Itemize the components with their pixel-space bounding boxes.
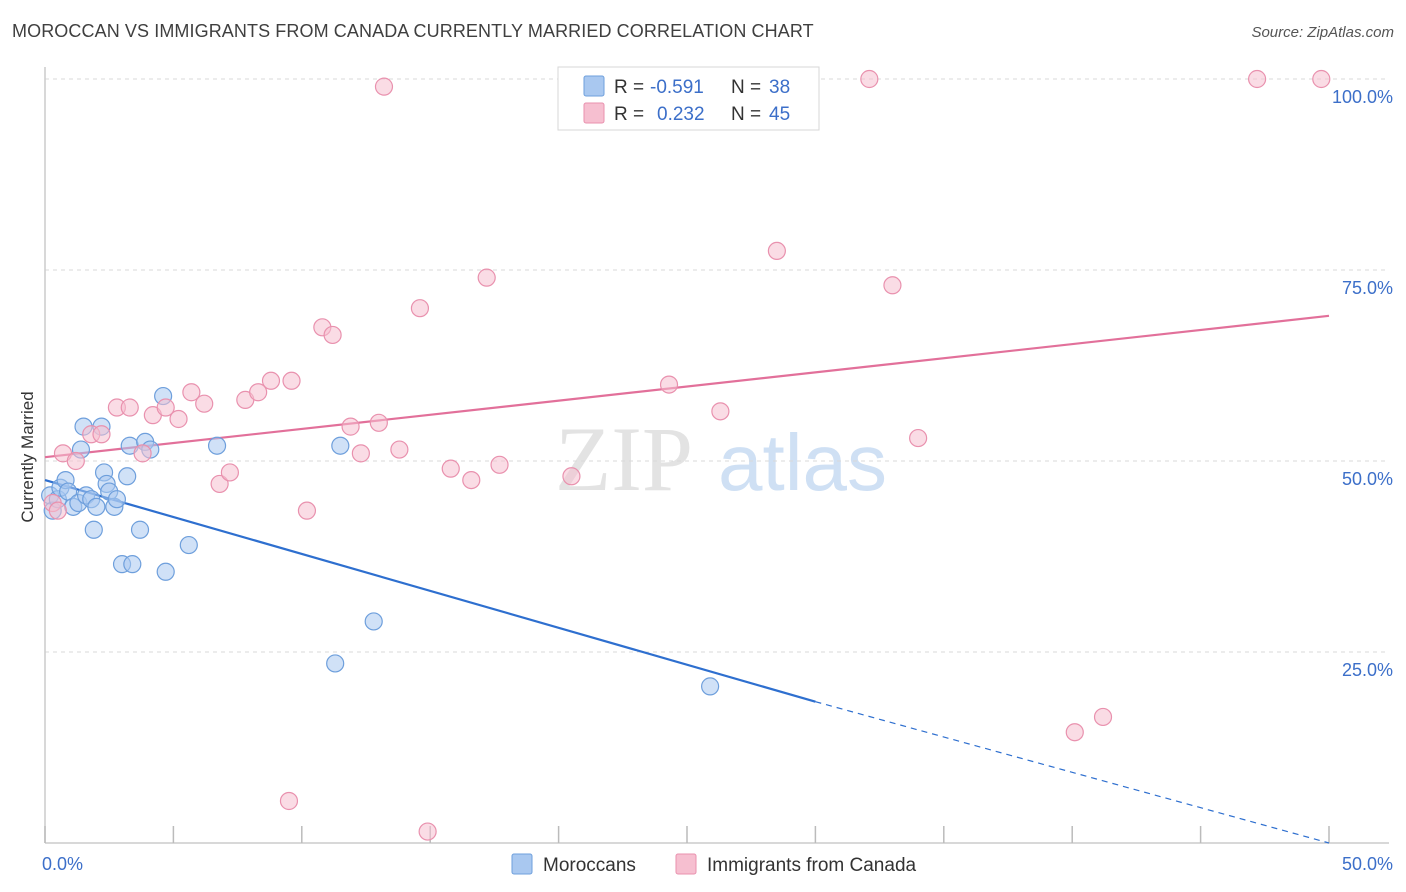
point-moroccans [207, 436, 227, 455]
point-canada [369, 413, 388, 432]
legend-r-value-1: -0.591 [650, 77, 704, 98]
point-moroccans [84, 520, 103, 539]
point-moroccans [118, 467, 137, 486]
chart-title: MOROCCAN VS IMMIGRANTS FROM CANADA CURRE… [12, 21, 814, 41]
point-canada [133, 444, 152, 463]
point-canada [410, 299, 430, 318]
point-canada [711, 402, 730, 421]
data-points [41, 69, 1331, 841]
x-tick-label: 50.0% [1342, 854, 1393, 874]
legend-r-label-2: R = [614, 104, 644, 125]
y-axis-title: Currently Married [18, 391, 37, 522]
watermark-zip: ZIP [555, 408, 693, 510]
correlation-legend: R = -0.591 N = 38 R = 0.232 N = 45 [557, 66, 820, 131]
point-canada [297, 501, 317, 520]
legend-swatch-moroccans [583, 75, 605, 97]
point-canada [1093, 707, 1113, 727]
trend-line-moroccans-extension [815, 701, 1330, 844]
legend-n-label-1: N = [731, 77, 761, 98]
point-canada [860, 69, 879, 89]
legend-n-label-2: N = [731, 104, 761, 125]
point-canada [390, 440, 409, 459]
point-canada [374, 77, 394, 96]
point-canada [562, 467, 581, 486]
point-canada [48, 501, 67, 520]
point-canada [282, 371, 301, 390]
point-moroccans [156, 562, 175, 581]
y-tick-label: 75.0% [1342, 278, 1393, 298]
legend-n-value-2: 45 [769, 104, 790, 125]
point-canada [909, 428, 928, 448]
trend-line-moroccans [44, 479, 816, 703]
point-moroccans [364, 612, 383, 631]
point-canada [169, 409, 188, 429]
series-swatch-moroccans [511, 853, 533, 875]
point-moroccans [326, 654, 345, 673]
legend-swatch-canada [583, 102, 605, 124]
tick-labels: 25.0% 50.0% 75.0% 100.0% 0.0% 50.0% [42, 87, 1393, 874]
y-tick-label: 50.0% [1342, 469, 1393, 489]
trend-lines [44, 314, 1330, 844]
series-label-moroccans: Moroccans [543, 855, 636, 876]
point-moroccans [701, 677, 720, 696]
point-canada [156, 398, 175, 417]
point-canada [1312, 69, 1331, 89]
point-canada [883, 276, 902, 295]
grid-lines [45, 78, 1389, 653]
point-canada [323, 325, 342, 345]
point-canada [441, 459, 460, 478]
point-moroccans [179, 535, 198, 555]
point-canada [195, 394, 214, 413]
trend-line-canada [44, 314, 1330, 459]
point-moroccans [130, 520, 150, 539]
point-canada [220, 463, 239, 482]
point-canada [418, 822, 437, 841]
point-moroccans [87, 497, 106, 516]
watermark-atlas: atlas [718, 418, 887, 507]
point-canada [261, 371, 281, 390]
legend-n-value-1: 38 [769, 77, 790, 98]
point-canada [462, 471, 481, 490]
point-canada [249, 383, 268, 402]
legend-r-value-2: 0.232 [657, 104, 705, 125]
point-canada [66, 451, 85, 471]
legend-r-label-1: R = [614, 77, 644, 98]
y-tick-label: 100.0% [1332, 87, 1393, 107]
point-moroccans [123, 555, 142, 574]
point-canada [351, 444, 370, 463]
point-canada [477, 268, 496, 287]
point-canada [279, 791, 299, 811]
point-canada [92, 425, 111, 444]
x-tick-label: 0.0% [42, 854, 83, 874]
point-canada [1065, 723, 1084, 742]
axes [44, 67, 1389, 844]
point-moroccans [331, 436, 350, 455]
point-canada [341, 417, 360, 436]
point-canada [182, 383, 201, 402]
point-canada [490, 455, 509, 474]
series-swatch-canada [675, 853, 697, 875]
series-label-canada: Immigrants from Canada [707, 855, 917, 876]
point-canada [659, 375, 679, 394]
point-moroccans [107, 490, 127, 509]
y-tick-label: 25.0% [1342, 660, 1393, 680]
series-legend: Moroccans Immigrants from Canada [511, 853, 917, 876]
source-label: Source: ZipAtlas.com [1251, 24, 1394, 41]
point-canada [120, 398, 139, 417]
point-canada [1247, 69, 1267, 89]
point-canada [210, 474, 229, 494]
point-canada [767, 241, 786, 260]
